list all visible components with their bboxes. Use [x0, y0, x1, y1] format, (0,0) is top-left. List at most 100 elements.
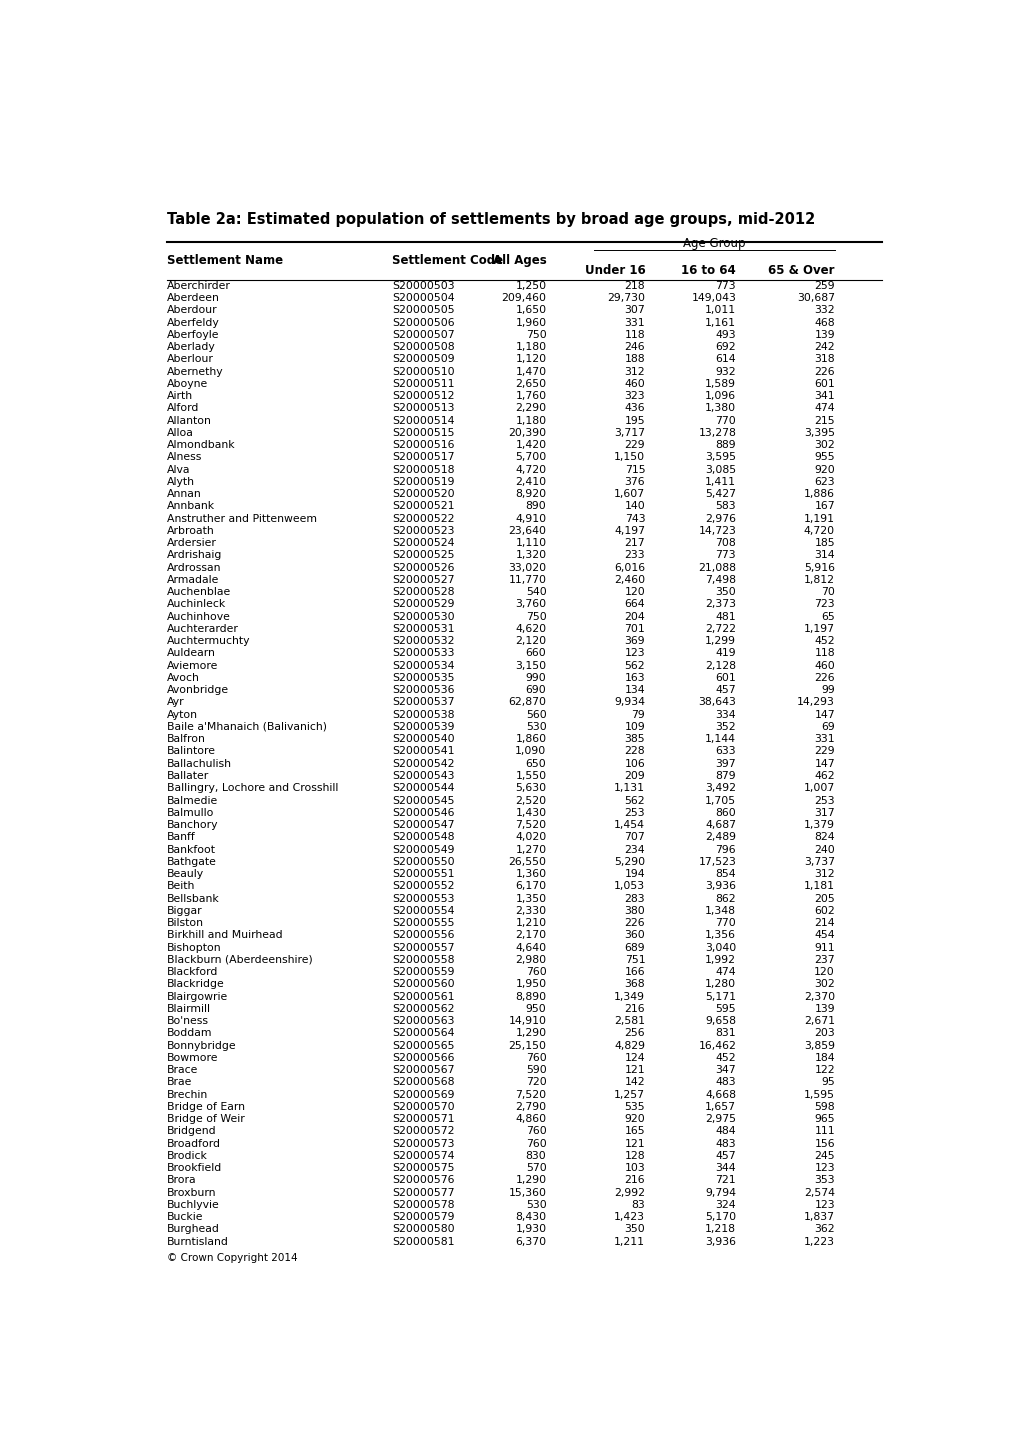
Text: Broadford: Broadford	[167, 1139, 221, 1149]
Text: 229: 229	[813, 747, 835, 757]
Text: 1,350: 1,350	[515, 894, 546, 904]
Text: 8,890: 8,890	[515, 992, 546, 1002]
Text: 234: 234	[624, 845, 645, 855]
Text: 4,668: 4,668	[704, 1090, 736, 1100]
Text: 1,705: 1,705	[704, 796, 736, 806]
Text: Aviemore: Aviemore	[167, 660, 218, 671]
Text: S20000516: S20000516	[392, 440, 454, 450]
Text: Aberfoyle: Aberfoyle	[167, 330, 219, 340]
Text: 25,150: 25,150	[507, 1041, 546, 1051]
Text: 773: 773	[715, 551, 736, 561]
Text: 4,720: 4,720	[803, 526, 835, 536]
Text: 770: 770	[714, 415, 736, 425]
Text: 483: 483	[715, 1077, 736, 1087]
Text: 920: 920	[813, 464, 835, 474]
Text: 1,250: 1,250	[515, 281, 546, 291]
Text: 7,520: 7,520	[515, 1090, 546, 1100]
Text: 4,687: 4,687	[704, 820, 736, 831]
Text: S20000567: S20000567	[392, 1066, 454, 1076]
Text: 1,589: 1,589	[704, 379, 736, 389]
Text: Bridge of Earn: Bridge of Earn	[167, 1102, 245, 1112]
Text: S20000580: S20000580	[392, 1224, 454, 1234]
Text: 368: 368	[624, 979, 645, 989]
Text: 484: 484	[715, 1126, 736, 1136]
Text: 664: 664	[624, 600, 645, 610]
Text: 14,293: 14,293	[796, 698, 835, 708]
Text: Bishopton: Bishopton	[167, 943, 221, 953]
Text: 3,595: 3,595	[704, 453, 736, 463]
Text: Baile a'Mhanaich (Balivanich): Baile a'Mhanaich (Balivanich)	[167, 722, 327, 733]
Text: S20000519: S20000519	[392, 477, 454, 487]
Text: S20000557: S20000557	[392, 943, 454, 953]
Text: 750: 750	[525, 330, 546, 340]
Text: S20000539: S20000539	[392, 722, 454, 733]
Text: 460: 460	[624, 379, 645, 389]
Text: 1,349: 1,349	[613, 992, 645, 1002]
Text: 601: 601	[813, 379, 835, 389]
Text: Ballingry, Lochore and Crosshill: Ballingry, Lochore and Crosshill	[167, 783, 338, 793]
Text: 1,348: 1,348	[704, 906, 736, 916]
Text: Burghead: Burghead	[167, 1224, 220, 1234]
Text: S20000529: S20000529	[392, 600, 454, 610]
Text: S20000512: S20000512	[392, 391, 454, 401]
Text: 140: 140	[624, 502, 645, 512]
Text: 118: 118	[813, 649, 835, 659]
Text: 773: 773	[715, 281, 736, 291]
Text: S20000562: S20000562	[392, 1004, 454, 1014]
Text: 590: 590	[525, 1066, 546, 1076]
Text: 5,630: 5,630	[515, 783, 546, 793]
Text: 139: 139	[813, 1004, 835, 1014]
Text: 323: 323	[624, 391, 645, 401]
Text: 9,658: 9,658	[704, 1017, 736, 1027]
Text: 163: 163	[624, 673, 645, 684]
Text: S20000537: S20000537	[392, 698, 454, 708]
Text: 1,270: 1,270	[515, 845, 546, 855]
Text: 134: 134	[624, 685, 645, 695]
Text: 209,460: 209,460	[501, 293, 546, 303]
Text: 65 & Over: 65 & Over	[767, 264, 835, 277]
Text: S20000576: S20000576	[392, 1175, 454, 1185]
Text: S20000575: S20000575	[392, 1164, 454, 1174]
Text: S20000520: S20000520	[392, 489, 454, 499]
Text: 6,370: 6,370	[515, 1237, 546, 1247]
Text: Brechin: Brechin	[167, 1090, 208, 1100]
Text: Beauly: Beauly	[167, 870, 204, 880]
Text: 3,760: 3,760	[515, 600, 546, 610]
Text: 890: 890	[525, 502, 546, 512]
Text: 1,007: 1,007	[803, 783, 835, 793]
Text: 216: 216	[624, 1175, 645, 1185]
Text: Auchterarder: Auchterarder	[167, 624, 238, 634]
Text: 720: 720	[525, 1077, 546, 1087]
Text: 4,020: 4,020	[515, 832, 546, 842]
Text: 38,643: 38,643	[698, 698, 736, 708]
Text: 831: 831	[715, 1028, 736, 1038]
Text: S20000561: S20000561	[392, 992, 454, 1002]
Text: 1,211: 1,211	[613, 1237, 645, 1247]
Text: 149,043: 149,043	[691, 293, 736, 303]
Text: S20000507: S20000507	[392, 330, 454, 340]
Text: 332: 332	[813, 306, 835, 316]
Text: 360: 360	[624, 930, 645, 940]
Text: 701: 701	[624, 624, 645, 634]
Text: 228: 228	[624, 747, 645, 757]
Text: 21,088: 21,088	[697, 562, 736, 572]
Text: 2,980: 2,980	[515, 955, 546, 965]
Text: 253: 253	[813, 796, 835, 806]
Text: 123: 123	[624, 649, 645, 659]
Text: Alloa: Alloa	[167, 428, 194, 438]
Text: Settlement Name: Settlement Name	[167, 254, 283, 267]
Text: 11,770: 11,770	[507, 575, 546, 585]
Text: 2,581: 2,581	[613, 1017, 645, 1027]
Text: S20000524: S20000524	[392, 538, 454, 548]
Text: 65: 65	[820, 611, 835, 622]
Text: 483: 483	[715, 1139, 736, 1149]
Text: 1,161: 1,161	[704, 317, 736, 327]
Text: 147: 147	[813, 758, 835, 769]
Text: Banchory: Banchory	[167, 820, 218, 831]
Text: 209: 209	[624, 771, 645, 782]
Text: 1,379: 1,379	[803, 820, 835, 831]
Text: 1,930: 1,930	[515, 1224, 546, 1234]
Text: S20000528: S20000528	[392, 587, 454, 597]
Text: 1,595: 1,595	[803, 1090, 835, 1100]
Text: 5,427: 5,427	[704, 489, 736, 499]
